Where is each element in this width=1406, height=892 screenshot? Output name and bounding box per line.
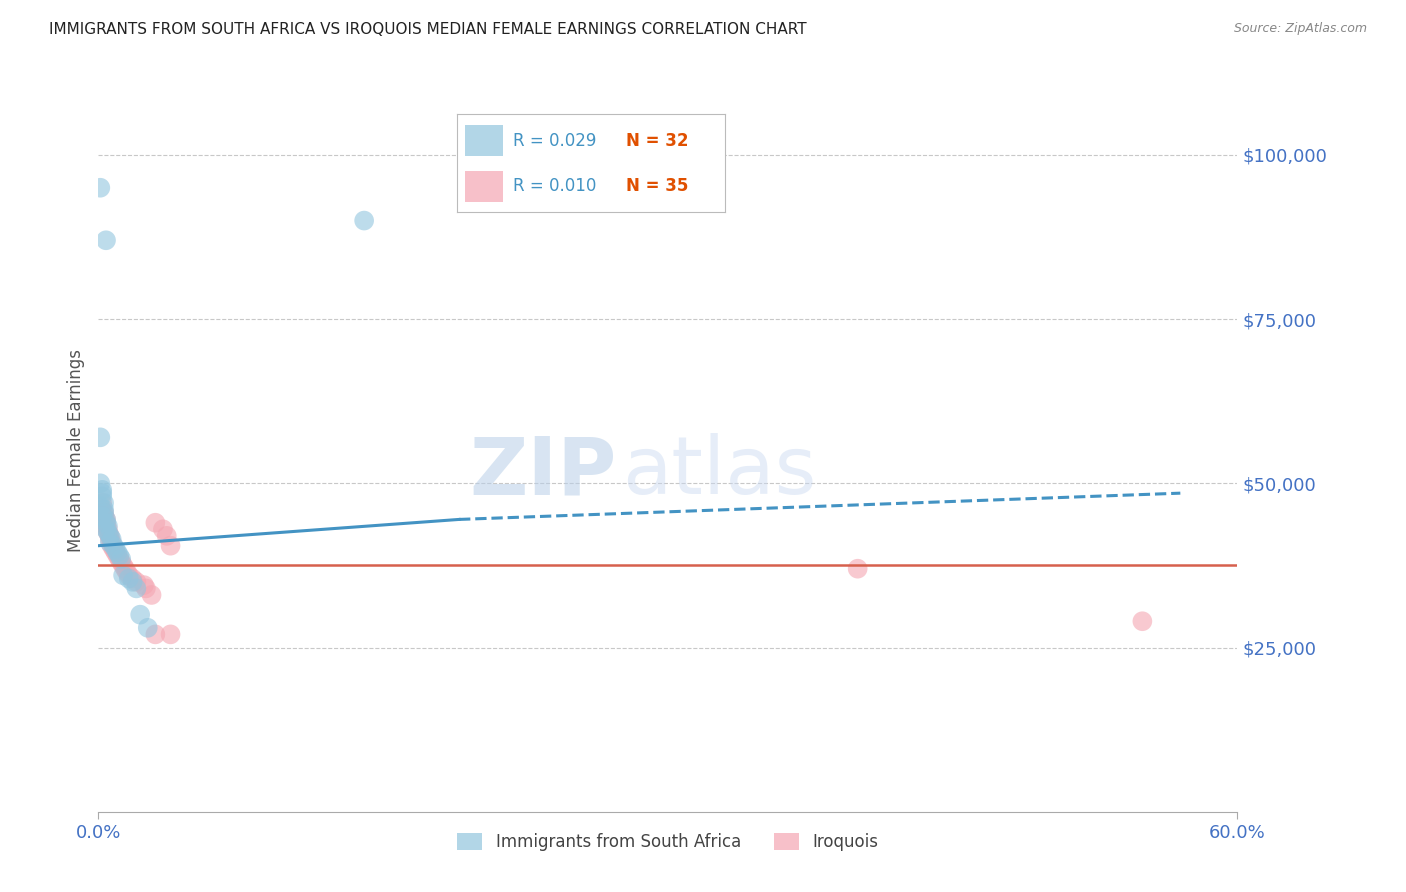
Point [94, 233, 117, 247]
Point [94, 516, 117, 530]
Point [98, 529, 121, 543]
Point [135, 582, 157, 596]
Point [112, 558, 135, 573]
Point [114, 562, 136, 576]
Legend: Immigrants from South Africa, Iroquois: Immigrants from South Africa, Iroquois [450, 826, 886, 857]
Point [156, 529, 179, 543]
Point [141, 588, 163, 602]
Point [94, 512, 117, 526]
Point [93, 506, 115, 520]
Point [89, 476, 111, 491]
Point [125, 574, 148, 589]
Point [91, 509, 114, 524]
Point [118, 572, 141, 586]
Point [846, 562, 869, 576]
Point [100, 532, 122, 546]
Point [91, 490, 114, 504]
Point [118, 568, 141, 582]
Point [91, 502, 114, 516]
Point [110, 555, 132, 569]
Point [1132, 614, 1154, 628]
Point [93, 502, 115, 516]
Point [91, 486, 114, 500]
Point [93, 506, 115, 520]
Point [91, 483, 114, 497]
Point [97, 519, 120, 533]
Point [159, 627, 181, 641]
Point [97, 522, 120, 536]
Point [93, 496, 115, 510]
Point [112, 568, 135, 582]
Y-axis label: Median Female Earnings: Median Female Earnings [66, 349, 84, 552]
Point [145, 516, 167, 530]
Point [121, 574, 143, 589]
Point [89, 500, 111, 514]
Point [145, 627, 167, 641]
Point [152, 522, 174, 536]
Point [100, 535, 122, 549]
Point [94, 522, 117, 536]
Point [353, 213, 375, 227]
Point [110, 551, 132, 566]
Point [107, 549, 129, 563]
Text: atlas: atlas [623, 434, 817, 511]
Point [104, 545, 127, 559]
Point [115, 565, 138, 579]
Point [108, 549, 131, 563]
Text: Source: ZipAtlas.com: Source: ZipAtlas.com [1233, 22, 1367, 36]
Point [103, 539, 125, 553]
Point [98, 532, 121, 546]
Point [159, 539, 181, 553]
Point [125, 582, 148, 596]
Point [97, 525, 120, 540]
Point [107, 545, 129, 559]
Point [94, 516, 117, 530]
Point [94, 512, 117, 526]
Point [121, 572, 143, 586]
Point [98, 535, 121, 549]
Point [136, 621, 159, 635]
Point [132, 578, 155, 592]
Point [104, 541, 127, 556]
Point [129, 607, 152, 622]
Point [97, 525, 120, 540]
Text: ZIP: ZIP [470, 434, 617, 511]
Point [100, 539, 122, 553]
Point [89, 180, 111, 194]
Point [103, 541, 125, 556]
Point [89, 430, 111, 444]
Point [98, 529, 121, 543]
Text: IMMIGRANTS FROM SOUTH AFRICA VS IROQUOIS MEDIAN FEMALE EARNINGS CORRELATION CHAR: IMMIGRANTS FROM SOUTH AFRICA VS IROQUOIS… [49, 22, 807, 37]
Point [93, 509, 115, 524]
Point [108, 551, 131, 566]
Point [91, 496, 114, 510]
Point [94, 519, 117, 533]
